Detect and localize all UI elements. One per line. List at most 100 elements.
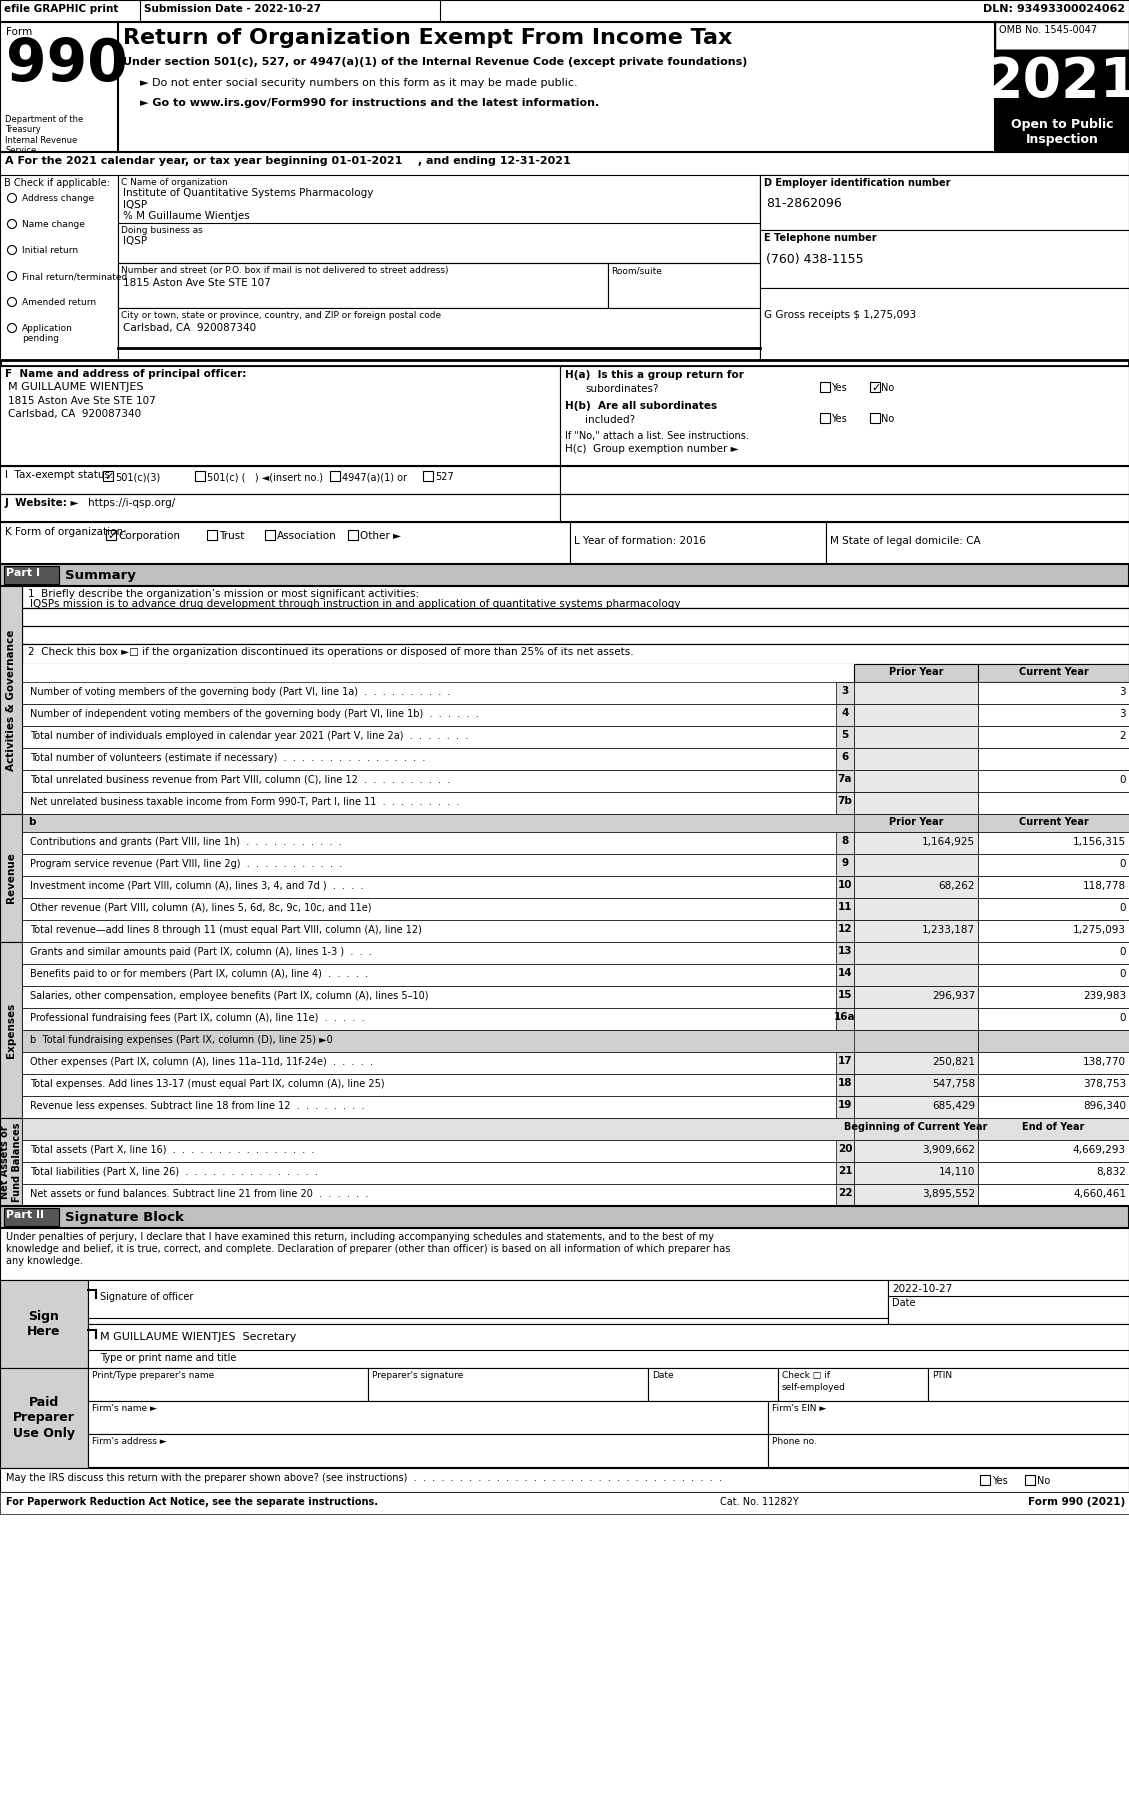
Bar bbox=[609, 263, 760, 308]
Text: 3: 3 bbox=[841, 686, 849, 697]
Bar bbox=[835, 833, 854, 854]
Bar bbox=[21, 1052, 1129, 1074]
Bar bbox=[854, 682, 978, 704]
Bar bbox=[870, 383, 879, 392]
Bar bbox=[835, 963, 854, 987]
Text: Carlsbad, CA  920087340: Carlsbad, CA 920087340 bbox=[8, 408, 141, 419]
Bar bbox=[978, 664, 1129, 682]
Text: 2021: 2021 bbox=[984, 54, 1129, 109]
Bar bbox=[854, 963, 978, 987]
Text: 21: 21 bbox=[838, 1166, 852, 1175]
Text: No: No bbox=[881, 414, 894, 424]
Text: Part II: Part II bbox=[6, 1210, 44, 1221]
Bar bbox=[995, 114, 1129, 152]
Text: No: No bbox=[881, 383, 894, 394]
Bar bbox=[0, 586, 21, 814]
Text: Contributions and grants (Part VIII, line 1h)  .  .  .  .  .  .  .  .  .  .  .: Contributions and grants (Part VIII, lin… bbox=[30, 836, 342, 847]
Text: City or town, state or province, country, and ZIP or foreign postal code: City or town, state or province, country… bbox=[121, 310, 441, 319]
Text: Firm's EIN ►: Firm's EIN ► bbox=[772, 1404, 826, 1413]
Bar bbox=[21, 833, 1129, 854]
Text: Activities & Governance: Activities & Governance bbox=[6, 629, 16, 771]
Bar bbox=[21, 726, 1129, 747]
Bar bbox=[119, 308, 760, 348]
Bar bbox=[978, 1139, 1129, 1163]
Bar bbox=[978, 963, 1129, 987]
Text: 1,164,925: 1,164,925 bbox=[922, 836, 975, 847]
Bar bbox=[0, 174, 119, 359]
Text: I  Tax-exempt status:: I Tax-exempt status: bbox=[5, 470, 114, 481]
Text: ► Do not enter social security numbers on this form as it may be made public.: ► Do not enter social security numbers o… bbox=[140, 78, 578, 89]
Bar bbox=[978, 941, 1129, 963]
Text: Preparer's signature: Preparer's signature bbox=[371, 1371, 463, 1380]
Text: Initial return: Initial return bbox=[21, 247, 78, 256]
Bar bbox=[835, 793, 854, 814]
Bar bbox=[0, 564, 1129, 586]
Bar bbox=[570, 522, 826, 564]
Text: Total liabilities (Part X, line 26)  .  .  .  .  .  .  .  .  .  .  .  .  .  .  .: Total liabilities (Part X, line 26) . . … bbox=[30, 1166, 318, 1177]
Text: Net unrelated business taxable income from Form 990-T, Part I, line 11  .  .  . : Net unrelated business taxable income fr… bbox=[30, 796, 460, 807]
Text: Total assets (Part X, line 16)  .  .  .  .  .  .  .  .  .  .  .  .  .  .  .  .: Total assets (Part X, line 16) . . . . .… bbox=[30, 1145, 315, 1156]
Bar bbox=[0, 466, 560, 493]
Bar bbox=[978, 704, 1129, 726]
Text: 0: 0 bbox=[1120, 860, 1126, 869]
Bar bbox=[21, 1117, 1129, 1139]
Text: Current Year: Current Year bbox=[1018, 816, 1088, 827]
Bar bbox=[835, 747, 854, 769]
Bar bbox=[978, 1052, 1129, 1074]
Text: Date: Date bbox=[892, 1299, 916, 1308]
Text: self-employed: self-employed bbox=[782, 1382, 846, 1391]
Bar bbox=[21, 1009, 1129, 1030]
Text: 501(c)(3): 501(c)(3) bbox=[115, 472, 160, 483]
Bar bbox=[978, 987, 1129, 1009]
Text: D Employer identification number: D Employer identification number bbox=[764, 178, 951, 189]
Text: End of Year: End of Year bbox=[1023, 1123, 1085, 1132]
Bar bbox=[835, 941, 854, 963]
Text: 8: 8 bbox=[841, 836, 849, 845]
Bar bbox=[88, 1368, 368, 1400]
Text: Net assets or fund balances. Subtract line 21 from line 20  .  .  .  .  .  .: Net assets or fund balances. Subtract li… bbox=[30, 1188, 368, 1199]
Bar bbox=[854, 704, 978, 726]
Bar bbox=[0, 941, 21, 1117]
Text: F  Name and address of principal officer:: F Name and address of principal officer: bbox=[5, 368, 246, 379]
Bar bbox=[835, 682, 854, 704]
Text: 378,753: 378,753 bbox=[1083, 1079, 1126, 1088]
Bar bbox=[21, 1139, 1129, 1163]
Text: May the IRS discuss this return with the preparer shown above? (see instructions: May the IRS discuss this return with the… bbox=[6, 1473, 721, 1484]
Bar bbox=[978, 1117, 1129, 1139]
Bar bbox=[978, 1163, 1129, 1185]
Text: % M Guillaume Wientjes: % M Guillaume Wientjes bbox=[123, 210, 250, 221]
Bar bbox=[560, 466, 1129, 493]
Bar bbox=[106, 530, 116, 541]
Bar bbox=[820, 383, 830, 392]
Text: Expenses: Expenses bbox=[6, 1003, 16, 1058]
Text: 3,909,662: 3,909,662 bbox=[922, 1145, 975, 1156]
Text: K Form of organization:: K Form of organization: bbox=[5, 528, 126, 537]
Bar bbox=[854, 1030, 978, 1052]
Bar bbox=[88, 1400, 768, 1435]
Text: H(a)  Is this a group return for: H(a) Is this a group return for bbox=[564, 370, 744, 379]
Bar bbox=[768, 1400, 1129, 1435]
Bar bbox=[103, 472, 113, 481]
Text: 118,778: 118,778 bbox=[1083, 882, 1126, 891]
Text: Form 990 (2021): Form 990 (2021) bbox=[1027, 1497, 1124, 1507]
Text: A For the 2021 calendar year, or tax year beginning 01-01-2021    , and ending 1: A For the 2021 calendar year, or tax yea… bbox=[5, 156, 571, 167]
Bar bbox=[88, 1281, 889, 1324]
Bar bbox=[21, 626, 1129, 644]
Text: Department of the
Treasury
Internal Revenue
Service: Department of the Treasury Internal Reve… bbox=[5, 114, 84, 156]
Bar bbox=[0, 1368, 88, 1468]
Text: 7a: 7a bbox=[838, 775, 852, 784]
Text: Trust: Trust bbox=[219, 532, 244, 541]
Bar bbox=[21, 793, 1129, 814]
Text: Salaries, other compensation, employee benefits (Part IX, column (A), lines 5–10: Salaries, other compensation, employee b… bbox=[30, 990, 429, 1001]
Bar bbox=[854, 898, 978, 920]
Text: Total number of volunteers (estimate if necessary)  .  .  .  .  .  .  .  .  .  .: Total number of volunteers (estimate if … bbox=[30, 753, 426, 764]
Bar bbox=[21, 876, 1129, 898]
Bar bbox=[854, 1139, 978, 1163]
Text: 527: 527 bbox=[435, 472, 454, 483]
Text: ✓: ✓ bbox=[107, 532, 116, 541]
Text: Other ►: Other ► bbox=[360, 532, 401, 541]
Text: 7b: 7b bbox=[838, 796, 852, 805]
Text: 22: 22 bbox=[838, 1188, 852, 1197]
Text: 19: 19 bbox=[838, 1099, 852, 1110]
Text: Signature Block: Signature Block bbox=[65, 1212, 184, 1224]
